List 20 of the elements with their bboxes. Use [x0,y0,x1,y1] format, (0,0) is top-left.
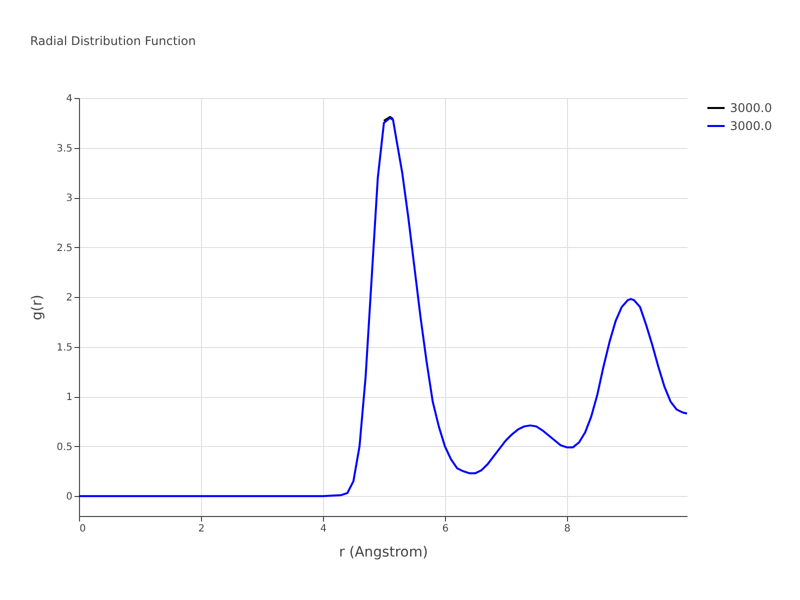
y-tick-label: 2 [66,292,72,304]
x-tick-label: 8 [564,524,571,534]
x-tick-label: 2 [198,524,205,534]
y-tick-label: 3.5 [56,143,72,154]
legend-label: 3000.0 [730,119,772,133]
y-tick-label: 3 [66,193,72,204]
legend-label: 3000.0 [730,101,772,115]
y-tick-label: 0.5 [56,442,72,453]
y-tick-label: 2.5 [56,242,72,254]
y-tick-label: 4 [66,94,72,104]
x-tick-label: 6 [442,524,449,534]
y-tick-label: 1.5 [56,342,72,354]
y-axis-title: g(r) [30,294,46,320]
line-series [78,116,688,498]
chart-title: Radial Distribution Function [30,34,196,48]
x-tick-label: 0 [80,524,86,534]
x-tick-label: 4 [320,524,327,534]
x-axis-title: r (Angstrom) [339,544,428,560]
y-tick-label: 1 [66,392,72,404]
y-tick-label: 0 [66,492,72,503]
